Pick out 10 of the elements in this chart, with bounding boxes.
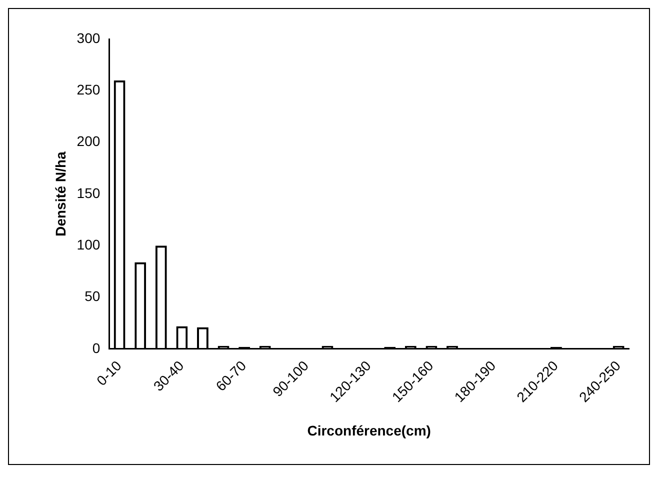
y-tick-label: 250 xyxy=(76,82,100,98)
y-tick-label: 300 xyxy=(76,30,100,46)
y-axis-title: Densité N/ha xyxy=(52,151,68,236)
y-tick-label: 150 xyxy=(76,184,100,201)
y-tick-label: 50 xyxy=(84,288,100,304)
x-tick-label: 0-10 xyxy=(93,357,125,389)
x-axis-title: Circonférence(cm) xyxy=(307,422,431,438)
y-tick-label: 0 xyxy=(92,340,100,356)
y-tick-label: 100 xyxy=(76,236,100,253)
y-tick-label: 200 xyxy=(76,133,100,150)
